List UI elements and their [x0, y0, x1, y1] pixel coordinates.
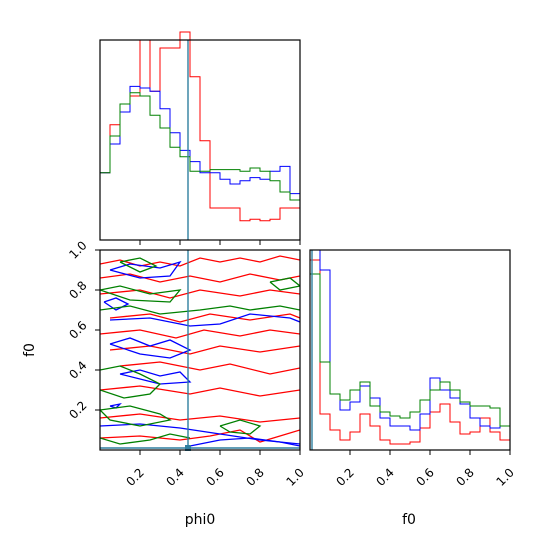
- contour-line: [189, 437, 300, 447]
- truth-marker: [185, 445, 191, 451]
- contour-line: [100, 273, 300, 283]
- contour-line: [119, 361, 300, 375]
- x-tick-label: 0.8: [243, 465, 266, 488]
- contour-line: [103, 297, 130, 311]
- contour-line: [109, 260, 182, 279]
- panel-frame: [309, 249, 511, 451]
- panel-frame: [99, 39, 301, 241]
- y-tick-label: 0.8: [66, 278, 89, 301]
- contour-line: [100, 305, 300, 315]
- x-tick-label: 0.6: [413, 465, 436, 488]
- phi0-histogram-panel: [99, 31, 301, 245]
- contour-line: [100, 433, 191, 445]
- x-tick-label: 0.8: [453, 465, 476, 488]
- f0-histogram-series: [310, 249, 510, 431]
- x-tick-label: 0.6: [203, 465, 226, 488]
- contour-line: [119, 257, 158, 273]
- phi0-f0-contour-panel: 0.2 0.4 0.6 0.8 1.0 0.2 0.4 0.6 0.8 1.0: [66, 238, 307, 489]
- contour-line: [100, 289, 300, 299]
- y-tick-label: 1.0: [66, 238, 89, 261]
- x-tick-label: 1.0: [283, 465, 306, 488]
- contour-line: [100, 385, 300, 397]
- x-axis-label-f0: f0: [402, 512, 416, 528]
- x-tick-label: 0.4: [373, 465, 396, 488]
- contour-line: [100, 413, 300, 423]
- contour-line: [100, 285, 182, 303]
- x-tick-label: 0.2: [333, 465, 356, 488]
- contour-line: [109, 345, 300, 355]
- contour-line: [100, 365, 162, 399]
- f0-histogram-series: [310, 259, 510, 445]
- contour-line: [109, 402, 122, 409]
- contour-line: [219, 419, 262, 435]
- contour-line: [109, 337, 192, 359]
- f0-histogram-series: [310, 273, 510, 427]
- x-tick-label: 1.0: [493, 465, 516, 488]
- x-tick-label: 0.2: [123, 465, 146, 488]
- phi0-histogram-series: [100, 31, 300, 222]
- y-tick-label: 0.2: [66, 398, 89, 421]
- contour-line: [109, 313, 300, 323]
- x-axis-label-phi0: phi0: [185, 512, 216, 528]
- contour-line: [100, 329, 300, 339]
- f0-histogram-panel: 0.2 0.4 0.6 0.8 1.0: [309, 249, 517, 489]
- y-axis-label-f0: f0: [22, 343, 38, 357]
- contour-line: [109, 313, 300, 327]
- y-tick-label: 0.6: [66, 318, 89, 341]
- contour-line: [100, 405, 172, 427]
- phi0-histogram-series: [100, 85, 300, 195]
- y-tick-label: 0.4: [66, 358, 89, 381]
- x-tick-label: 0.4: [163, 465, 186, 488]
- contour-layer: [100, 255, 300, 447]
- phi0-histogram-series: [100, 92, 300, 201]
- panel-frame: [99, 249, 301, 451]
- contour-line: [100, 429, 300, 443]
- contour-line: [269, 277, 300, 291]
